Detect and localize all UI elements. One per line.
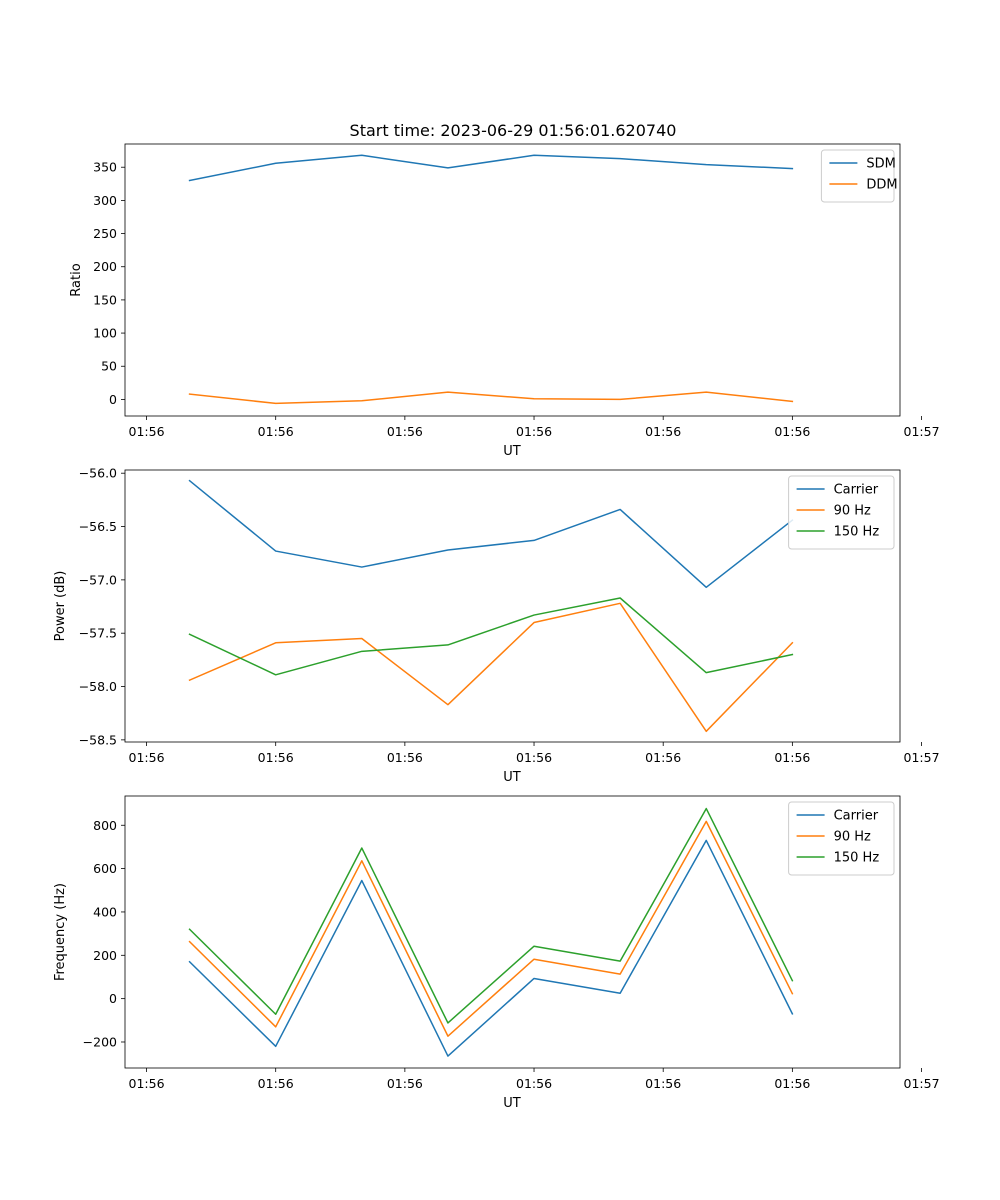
legend: Carrier 90 Hz 150 Hz — [788, 475, 895, 550]
y-tick-label: −58.0 — [79, 679, 117, 694]
chart-title: Start time: 2023-06-29 01:56:01.620740 — [350, 121, 677, 140]
axes-frame — [124, 469, 901, 743]
x-axis-label: UT — [503, 1096, 521, 1111]
legend-label: 150 Hz — [834, 525, 880, 540]
chart-panel-3: 01:56 01:56 01:56 01:56 01:56 01:56 01:57 −200 0… — [53, 795, 940, 1111]
y-tick-label: −200 — [83, 1034, 117, 1049]
series-line-carrier — [188, 479, 794, 589]
y-tick-label: −57.5 — [79, 626, 117, 641]
x-axis-label: UT — [503, 444, 521, 459]
y-tick-label: 150 — [93, 292, 117, 307]
chart-panel-2: 01:56 01:56 01:56 01:56 01:56 01:56 01:57 −58.5… — [53, 466, 940, 785]
x-tick-label: 01:56 — [516, 424, 552, 439]
x-tick-label: 01:56 — [516, 1076, 552, 1091]
axes-frame — [124, 795, 901, 1069]
series-line-150-hz — [188, 807, 794, 1024]
x-tick-label: 01:57 — [904, 424, 940, 439]
y-tick-label: 200 — [93, 948, 117, 963]
x-tick-label: 01:57 — [904, 1076, 940, 1091]
axes-frame — [124, 143, 901, 417]
legend: Carrier 90 Hz 150 Hz — [788, 801, 895, 876]
legend-label: 90 Hz — [834, 504, 871, 519]
x-tick-label: 01:56 — [258, 1076, 294, 1091]
y-tick-label: −56.0 — [79, 466, 117, 481]
x-tick-label: 01:56 — [129, 1076, 165, 1091]
y-tick-label: 50 — [101, 359, 117, 374]
x-tick-label: 01:56 — [645, 424, 681, 439]
x-tick-label: 01:56 — [387, 750, 423, 765]
y-tick-label: 600 — [93, 861, 117, 876]
legend-label: 150 Hz — [834, 851, 880, 866]
legend: SDM DDM — [820, 149, 898, 203]
x-tick-label: 01:56 — [774, 750, 810, 765]
y-tick-label: 300 — [93, 193, 117, 208]
series-line-90-hz — [188, 820, 794, 1037]
y-tick-label: −56.5 — [79, 519, 117, 534]
x-axis-label: UT — [503, 770, 521, 785]
chart-panels: 01:56 01:56 01:56 01:56 01:56 01:56 01:57 0 50 10… — [53, 143, 940, 1111]
y-axis-label: Power (dB) — [53, 571, 68, 642]
x-tick-label: 01:56 — [774, 424, 810, 439]
y-tick-label: 250 — [93, 226, 117, 241]
legend-label: 90 Hz — [834, 830, 871, 845]
x-tick-label: 01:56 — [516, 750, 552, 765]
chart-panel-1: 01:56 01:56 01:56 01:56 01:56 01:56 01:57 0 50 10… — [69, 143, 940, 459]
x-tick-label: 01:56 — [774, 1076, 810, 1091]
x-tick-label: 01:56 — [129, 424, 165, 439]
legend-label: SDM — [866, 157, 895, 172]
legend-label: Carrier — [834, 483, 879, 498]
x-tick-label: 01:56 — [645, 1076, 681, 1091]
series-line-90-hz — [188, 602, 794, 733]
series-line-ddm — [188, 391, 794, 405]
y-tick-label: 350 — [93, 160, 117, 175]
y-tick-label: −57.0 — [79, 572, 117, 587]
y-tick-label: 100 — [93, 326, 117, 341]
series-line-150-hz — [188, 597, 794, 676]
x-tick-label: 01:56 — [387, 424, 423, 439]
y-tick-label: −58.5 — [79, 732, 117, 747]
series-line-sdm — [188, 154, 794, 182]
x-tick-label: 01:56 — [129, 750, 165, 765]
y-axis-label: Ratio — [69, 263, 84, 296]
series-line-carrier — [188, 839, 794, 1057]
x-tick-label: 01:56 — [258, 750, 294, 765]
y-tick-label: 800 — [93, 818, 117, 833]
legend-label: DDM — [866, 178, 897, 193]
y-tick-label: 0 — [109, 991, 117, 1006]
y-axis-label: Frequency (Hz) — [53, 883, 68, 981]
x-tick-label: 01:56 — [645, 750, 681, 765]
x-tick-label: 01:56 — [258, 424, 294, 439]
y-tick-label: 200 — [93, 259, 117, 274]
legend-label: Carrier — [834, 809, 879, 824]
y-tick-label: 0 — [109, 392, 117, 407]
y-tick-label: 400 — [93, 904, 117, 919]
x-tick-label: 01:56 — [387, 1076, 423, 1091]
x-tick-label: 01:57 — [904, 750, 940, 765]
